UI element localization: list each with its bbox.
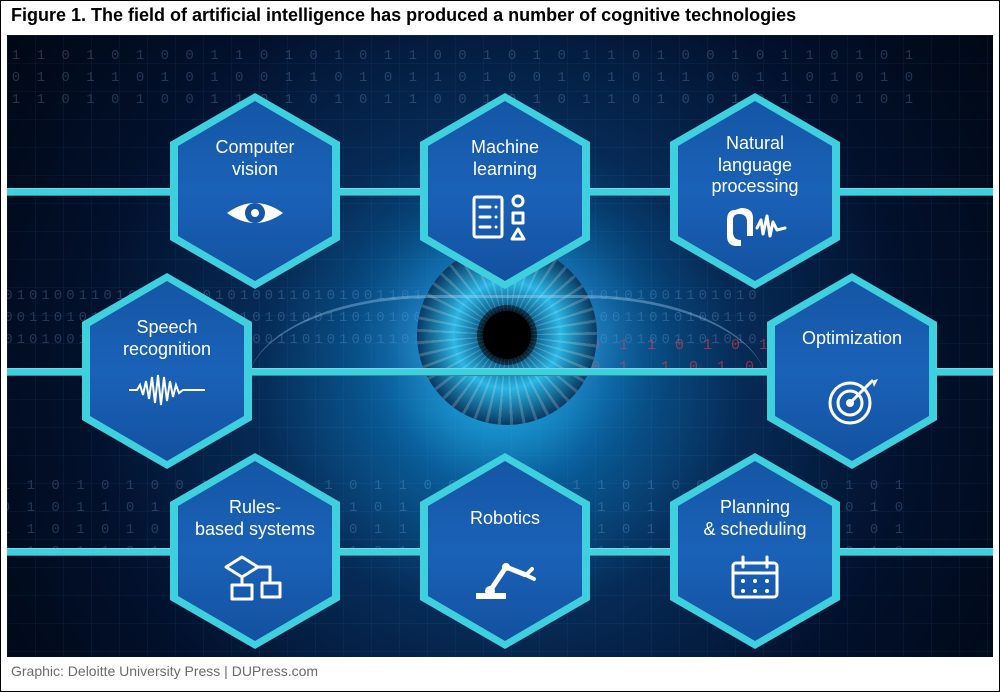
figure-frame: Figure 1. The field of artificial intell… (0, 0, 1000, 692)
flow-icon (220, 553, 290, 605)
infographic-stage: 0 1 1 0 1 0 1 0 0 1 1 0 1 0 1 0 1 1 0 0 … (7, 35, 993, 657)
figure-footer: Graphic: Deloitte University Press | DUP… (1, 657, 999, 691)
hex-label: Natural language processing (697, 133, 812, 198)
hex-optimization: Optimization (767, 273, 937, 469)
hex-computer-vision: Computer vision (170, 93, 340, 289)
robot-arm-icon (470, 553, 540, 603)
hex-label: Robotics (456, 493, 554, 545)
ml-icon (470, 193, 540, 241)
wave-icon (127, 373, 207, 407)
connector-segment (820, 548, 993, 556)
hex-label: Optimization (788, 313, 916, 365)
hex-label: Machine learning (457, 133, 553, 185)
hex-rules: Rules- based systems (170, 453, 340, 649)
connector-segment (820, 188, 993, 196)
target-icon (824, 373, 880, 429)
hex-speech: Speech recognition (82, 273, 252, 469)
hex-robotics: Robotics (420, 453, 590, 649)
connector-segment (7, 188, 172, 196)
hex-nlp: Natural language processing (670, 93, 840, 289)
connector-segment (232, 368, 770, 376)
figure-title: Figure 1. The field of artificial intell… (1, 1, 999, 35)
hex-label: Speech recognition (109, 313, 225, 365)
calendar-icon (727, 553, 783, 603)
hex-planning: Planning & scheduling (670, 453, 840, 649)
hex-label: Planning & scheduling (689, 493, 820, 545)
connector-segment (7, 548, 172, 556)
hex-label: Rules- based systems (181, 493, 329, 545)
eye-icon (223, 193, 287, 233)
connector-segment (7, 368, 85, 376)
nlp-icon (723, 206, 787, 250)
hex-label: Computer vision (201, 133, 308, 185)
hex-machine-learning: Machine learning (420, 93, 590, 289)
